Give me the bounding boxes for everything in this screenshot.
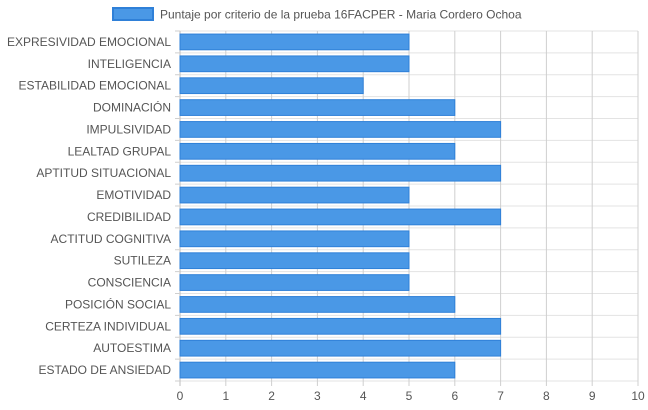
x-tick-label: 1 bbox=[222, 389, 229, 403]
x-tick-labels: 0 1 2 3 4 5 6 7 8 9 10 bbox=[177, 389, 645, 403]
category-labels: EXPRESIVIDAD EMOCIONAL INTELIGENCIA ESTABI… bbox=[7, 35, 171, 377]
x-tick-label: 2 bbox=[268, 389, 275, 403]
bar[interactable] bbox=[179, 55, 410, 73]
bar[interactable] bbox=[179, 164, 502, 182]
x-tick-label: 8 bbox=[543, 389, 550, 403]
category-label: AUTOESTIMA bbox=[93, 341, 171, 355]
bar[interactable] bbox=[179, 99, 456, 116]
category-label: CERTEZA INDIVIDUAL bbox=[45, 319, 171, 333]
bar[interactable] bbox=[179, 208, 502, 226]
bar[interactable] bbox=[179, 77, 364, 95]
bar[interactable] bbox=[179, 361, 456, 379]
bar[interactable] bbox=[179, 274, 410, 291]
x-tick-label: 0 bbox=[177, 389, 184, 403]
category-label: CONSCIENCIA bbox=[88, 276, 171, 290]
category-label: ESTADO DE ANSIEDAD bbox=[39, 363, 172, 377]
bar[interactable] bbox=[179, 33, 410, 51]
x-tick-label: 6 bbox=[451, 389, 458, 403]
x-tick-label: 10 bbox=[631, 389, 645, 403]
bar[interactable] bbox=[179, 296, 456, 313]
category-label: POSICIÓN SOCIAL bbox=[65, 296, 171, 311]
category-label: CREDIBILIDAD bbox=[87, 210, 171, 224]
x-tick-label: 7 bbox=[497, 389, 504, 403]
category-label: EXPRESIVIDAD EMOCIONAL bbox=[7, 35, 171, 49]
category-label: ESTABILIDAD EMOCIONAL bbox=[19, 79, 172, 93]
bar[interactable] bbox=[179, 339, 502, 357]
legend[interactable]: Puntaje por criterio de la prueba 16FACP… bbox=[112, 7, 522, 22]
category-label: DOMINACIÓN bbox=[93, 100, 171, 115]
category-label: EMOTIVIDAD bbox=[96, 188, 171, 202]
bar[interactable] bbox=[179, 230, 410, 248]
category-label: INTELIGENCIA bbox=[88, 57, 171, 71]
bars bbox=[179, 33, 502, 379]
bar[interactable] bbox=[179, 121, 502, 138]
bar[interactable] bbox=[179, 252, 410, 270]
x-tick-label: 5 bbox=[406, 389, 413, 403]
category-label: LEALTAD GRUPAL bbox=[68, 144, 172, 158]
category-label: APTITUD SITUACIONAL bbox=[36, 166, 171, 180]
x-tick-label: 4 bbox=[360, 389, 367, 403]
bar[interactable] bbox=[179, 186, 410, 204]
category-label: SUTILEZA bbox=[114, 254, 171, 268]
legend-swatch[interactable] bbox=[112, 7, 154, 21]
x-tick-label: 9 bbox=[589, 389, 596, 403]
x-tick-label: 3 bbox=[314, 389, 321, 403]
bar[interactable] bbox=[179, 317, 502, 335]
category-label: IMPULSIVIDAD bbox=[86, 122, 171, 136]
bar[interactable] bbox=[179, 142, 456, 160]
legend-label: Puntaje por criterio de la prueba 16FACP… bbox=[160, 8, 522, 22]
category-label: ACTITUD COGNITIVA bbox=[51, 232, 171, 246]
